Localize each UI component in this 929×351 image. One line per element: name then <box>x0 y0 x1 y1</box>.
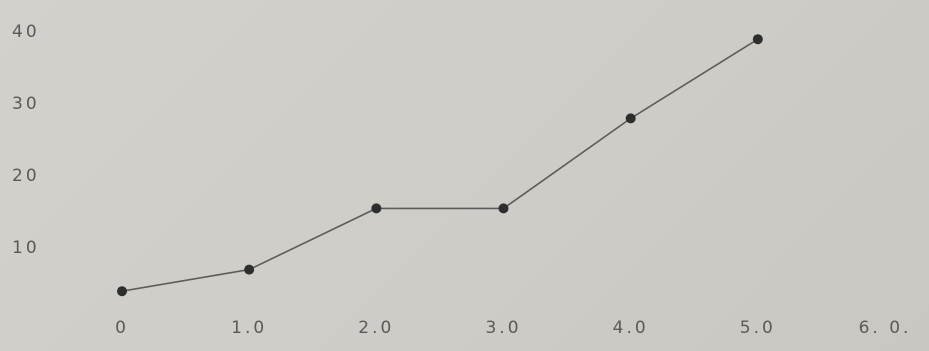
x-tick-label: 4.0 <box>613 318 649 338</box>
y-tick-label: 10 <box>12 238 40 258</box>
data-point <box>499 203 509 213</box>
x-tick-label: 0 <box>115 318 129 338</box>
data-line <box>122 39 758 291</box>
chart: 10 20 30 40 0 1.0 2.0 3.0 4.0 5.0 6. 0. <box>0 0 929 351</box>
x-tick-label: 1.0 <box>231 318 267 338</box>
x-tick-label: 5.0 <box>740 318 776 338</box>
y-tick-label: 20 <box>12 166 40 186</box>
x-tick-label: 3.0 <box>485 318 521 338</box>
x-tick-label: 2.0 <box>358 318 394 338</box>
data-point <box>117 286 127 296</box>
data-point <box>626 113 636 123</box>
y-tick-label: 40 <box>12 22 40 42</box>
y-tick-label: 30 <box>12 94 40 114</box>
data-point <box>244 265 254 275</box>
data-point <box>371 203 381 213</box>
x-tick-label: 6. 0. <box>859 318 912 338</box>
data-point <box>753 34 763 44</box>
